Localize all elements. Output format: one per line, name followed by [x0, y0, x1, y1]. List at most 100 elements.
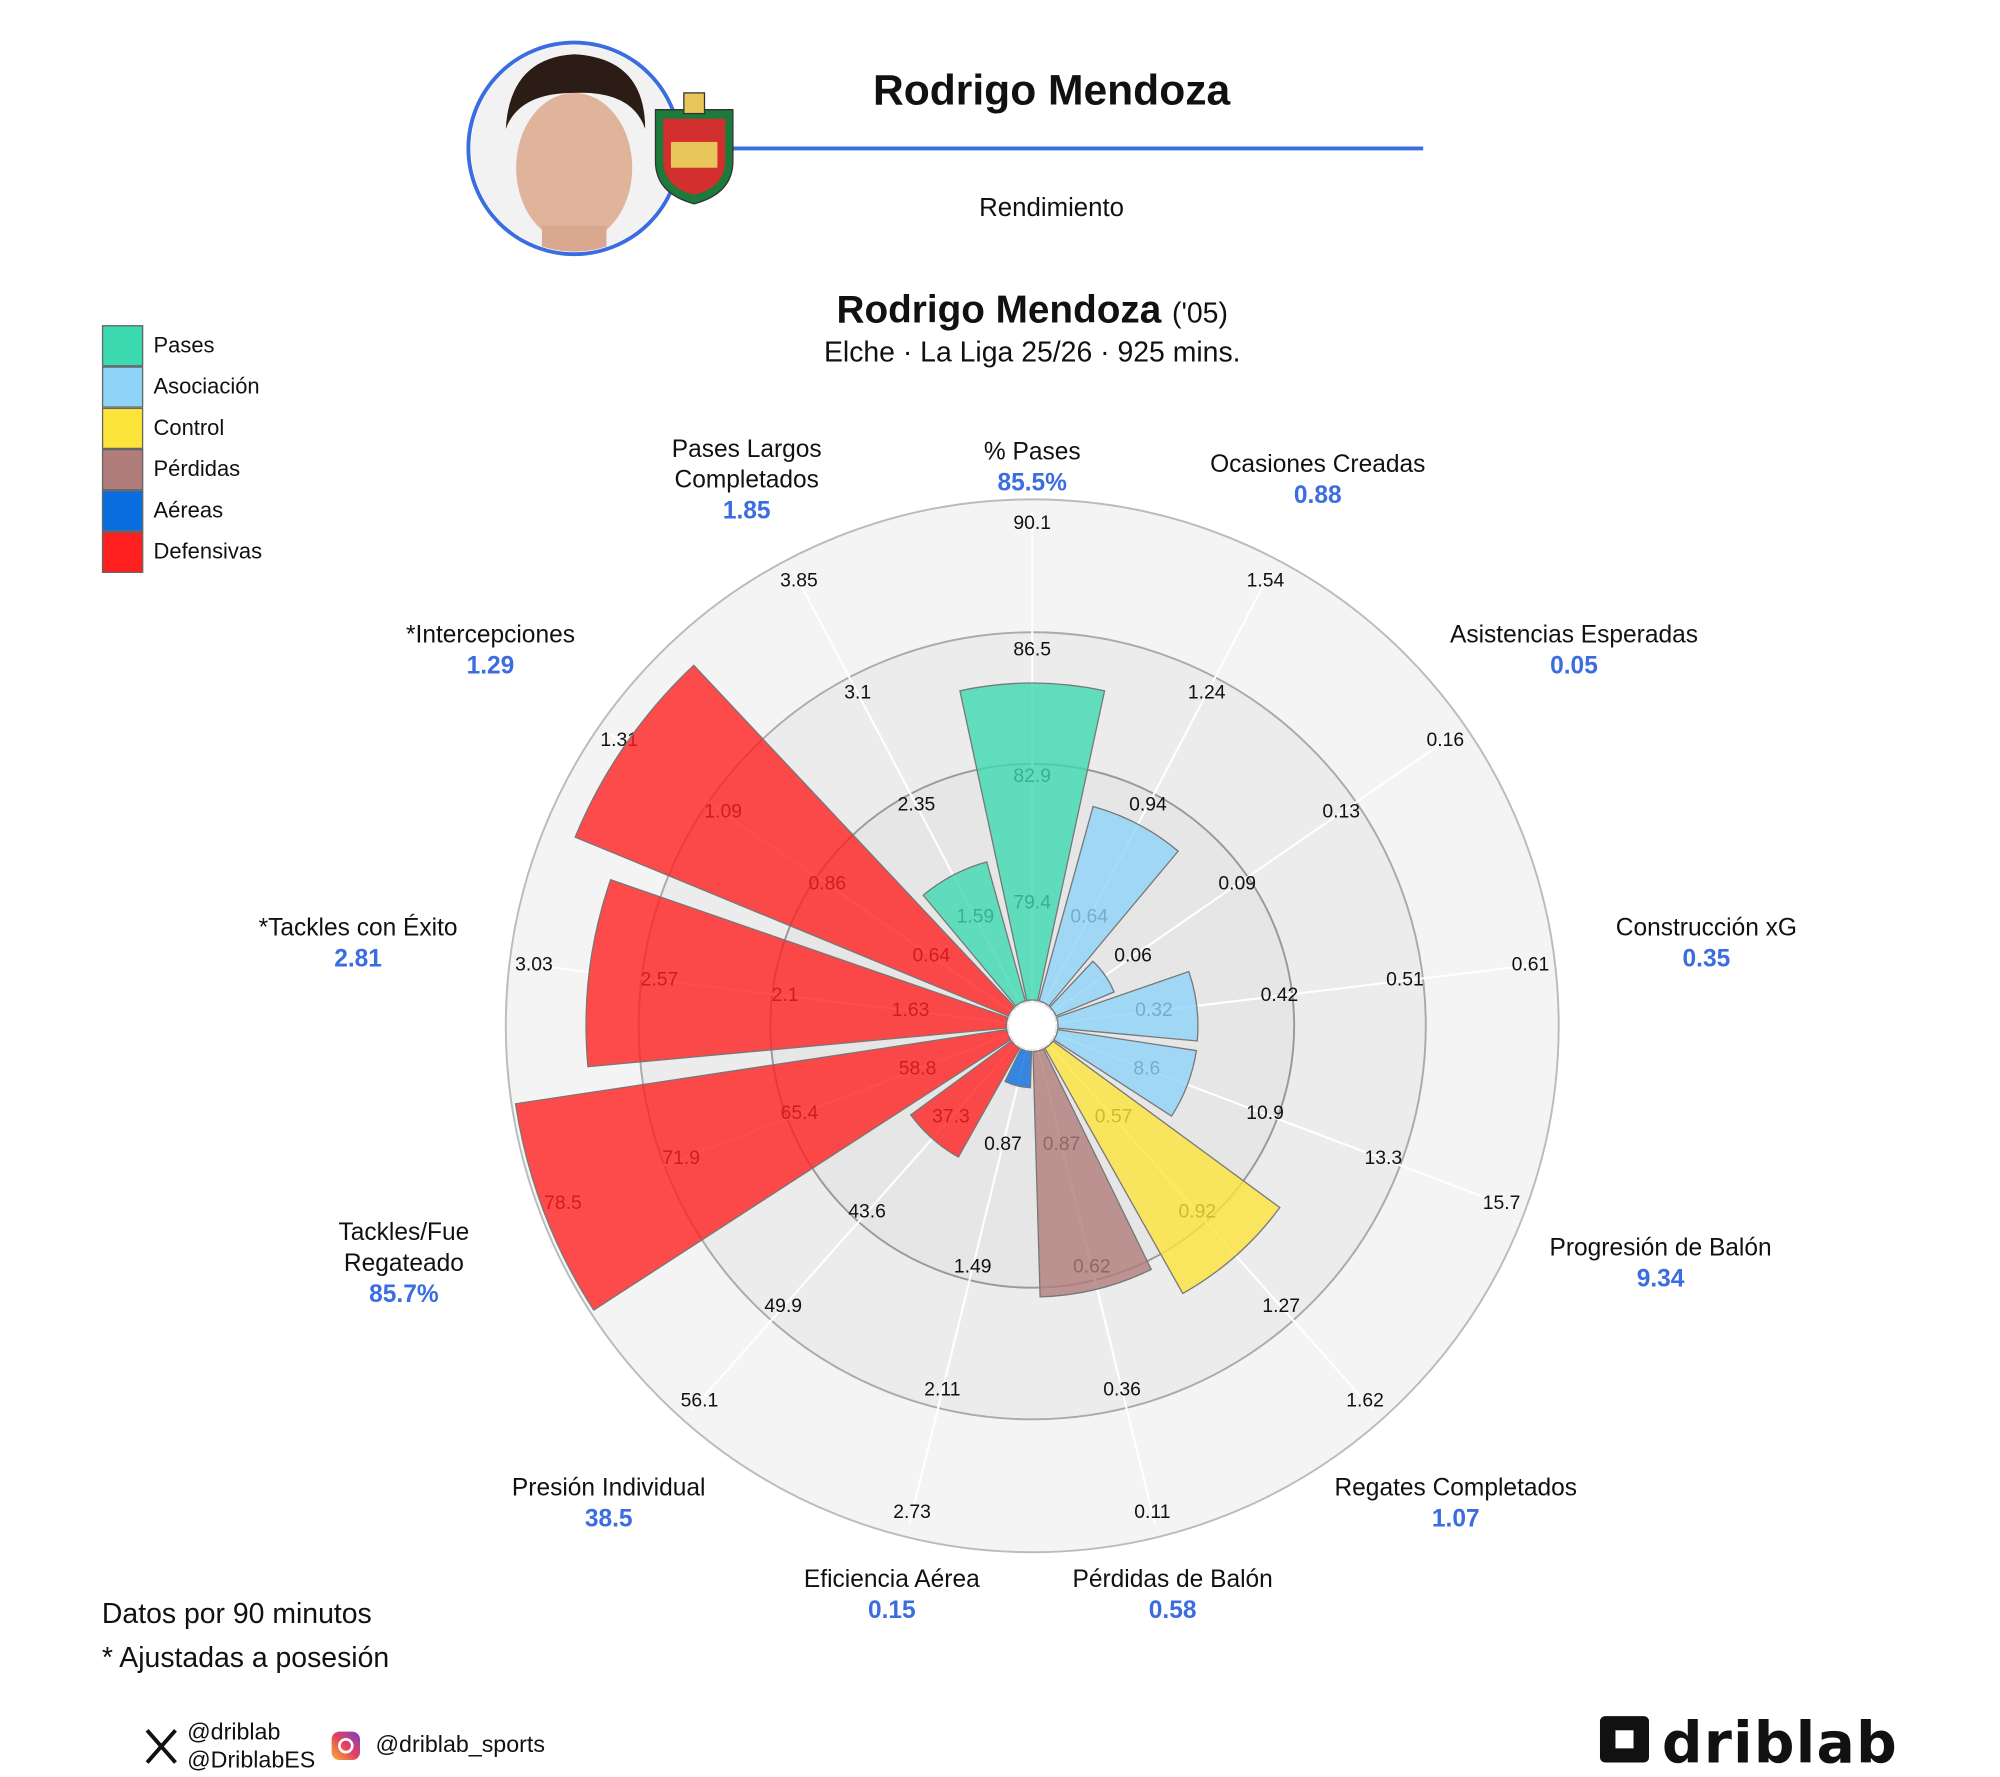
- club-badge: [654, 92, 734, 205]
- bar: [1048, 960, 1115, 1017]
- tick-label: 2.73: [893, 1501, 931, 1523]
- tick-label: 2.11: [924, 1378, 960, 1400]
- metric-label: Progresión de Balón 9.34: [1549, 1233, 1771, 1295]
- metric-value: 2.81: [334, 945, 382, 973]
- x-logo: [145, 1729, 177, 1764]
- tick-label: 0.36: [1103, 1378, 1141, 1400]
- tick-label: 43.6: [848, 1200, 886, 1222]
- metric-value: 0.88: [1293, 483, 1342, 511]
- metric-value: 9.34: [1636, 1265, 1685, 1293]
- metric-value: 1.85: [722, 498, 771, 526]
- metric-name: Presión Individual: [511, 1474, 706, 1502]
- player-photo: [470, 45, 678, 252]
- metric-name: Tackles/Fue Regateado: [338, 1218, 470, 1277]
- legend-swatch: [101, 531, 144, 573]
- tick-label: 0.42: [1261, 984, 1299, 1006]
- bar: [1053, 1028, 1198, 1117]
- tick-label: 1.62: [1346, 1390, 1384, 1412]
- metric-label: Pases Largos Completados 1.85: [672, 435, 822, 528]
- bar: [1038, 805, 1180, 1007]
- legend-label: Aéreas: [153, 498, 224, 523]
- bar: [585, 878, 1009, 1068]
- bar: [1004, 1048, 1033, 1089]
- tick-label: 49.9: [764, 1295, 802, 1317]
- metric-label: *Tackles con Éxito 2.81: [259, 913, 458, 975]
- legend-label: Defensivas: [153, 539, 263, 564]
- bar: [574, 664, 1016, 1017]
- metric-name: Pérdidas de Balón: [1072, 1565, 1273, 1593]
- tick-label: 0.51: [1386, 969, 1424, 991]
- tick-label: 13.3: [1364, 1147, 1402, 1169]
- note: Datos por 90 minutos: [101, 1597, 372, 1630]
- metric-name: *Tackles con Éxito: [258, 914, 458, 942]
- metric-label: *Intercepciones 1.29: [406, 621, 575, 683]
- tick-label: 3.1: [844, 681, 871, 703]
- instagram-logo: [331, 1731, 360, 1760]
- polar-chart: 79.482.986.590.10.640.941.241.540.060.09…: [504, 498, 1560, 1554]
- tick-label: 0.06: [1114, 944, 1152, 966]
- metric-label: Presión Individual 38.5: [512, 1473, 706, 1535]
- handle: @driblab: [187, 1718, 281, 1745]
- tick-label: 10.9: [1246, 1102, 1284, 1124]
- bar: [514, 1028, 1012, 1311]
- metric-label: Tackles/Fue Regateado 85.7%: [338, 1218, 469, 1311]
- bar: [909, 1040, 1021, 1158]
- metric-label: Construcción xG 0.35: [1616, 913, 1797, 975]
- legend-label: Pases: [153, 332, 215, 358]
- legend-label: Pérdidas: [153, 456, 241, 482]
- legend-item: Control: [101, 407, 224, 450]
- title: Rodrigo Mendoza: [873, 65, 1231, 114]
- center: [1009, 1002, 1056, 1050]
- social-x: @driblab @DriblabES: [187, 1717, 315, 1774]
- tick-label: 0.13: [1322, 801, 1360, 823]
- legend-item: Aéreas: [101, 490, 224, 532]
- tick-label: 0.87: [984, 1133, 1022, 1155]
- tick-label: 2.35: [898, 793, 936, 815]
- metric-value: 0.05: [1550, 653, 1598, 681]
- metric-name: % Pases: [983, 438, 1081, 466]
- chart-subtitle: Elche · La Liga 25/26 · 925 mins.: [823, 335, 1241, 368]
- tick-label: 1.24: [1188, 681, 1226, 703]
- tick-label: 0.61: [1512, 953, 1550, 975]
- legend-item: Pérdidas: [101, 449, 241, 491]
- tick-label: 0.16: [1426, 729, 1464, 751]
- metric-value: 85.7%: [369, 1280, 439, 1308]
- metric-name: Progresión de Balón: [1549, 1234, 1772, 1262]
- legend-item: Pases: [101, 325, 215, 367]
- tick-label: 86.5: [1013, 638, 1051, 660]
- metric-value: 1.29: [466, 653, 515, 681]
- legend-swatch: [101, 407, 144, 450]
- legend-item: Asociación: [101, 366, 260, 408]
- metric-name: Construcción xG: [1615, 914, 1797, 942]
- tick-label: 1.49: [954, 1256, 992, 1278]
- tick-label: 0.11: [1134, 1501, 1170, 1523]
- tick-label: 3.03: [515, 953, 553, 975]
- bar: [1032, 1048, 1153, 1298]
- bar: [1055, 970, 1199, 1042]
- note: * Ajustadas a posesión: [101, 1641, 390, 1674]
- legend-swatch: [101, 366, 144, 408]
- metric-value: 0.58: [1148, 1596, 1197, 1624]
- metric-value: 1.07: [1431, 1505, 1480, 1533]
- metric-label: % Pases 85.5%: [984, 437, 1081, 499]
- tick-label: 3.85: [780, 569, 818, 591]
- handle: @DriblabES: [187, 1747, 316, 1773]
- bars: [514, 664, 1281, 1311]
- metric-name: Ocasiones Creadas: [1210, 452, 1426, 480]
- tick-label: 90.1: [1013, 512, 1051, 534]
- metric-name: Eficiencia Aérea: [803, 1565, 980, 1593]
- bar: [1044, 1040, 1281, 1295]
- metric-name: Pases Largos Completados: [671, 436, 822, 495]
- tick-label: 0.94: [1129, 793, 1167, 815]
- logo: driblab: [1661, 1710, 1899, 1777]
- tick-label: 1.27: [1262, 1295, 1300, 1317]
- legend-swatch: [101, 325, 144, 367]
- legend-swatch: [101, 449, 144, 491]
- metric-label: Eficiencia Aérea 0.15: [804, 1565, 980, 1627]
- metric-label: Pérdidas de Balón 0.58: [1072, 1565, 1272, 1627]
- bar: [959, 682, 1106, 1002]
- tick-label: 1.54: [1247, 569, 1285, 591]
